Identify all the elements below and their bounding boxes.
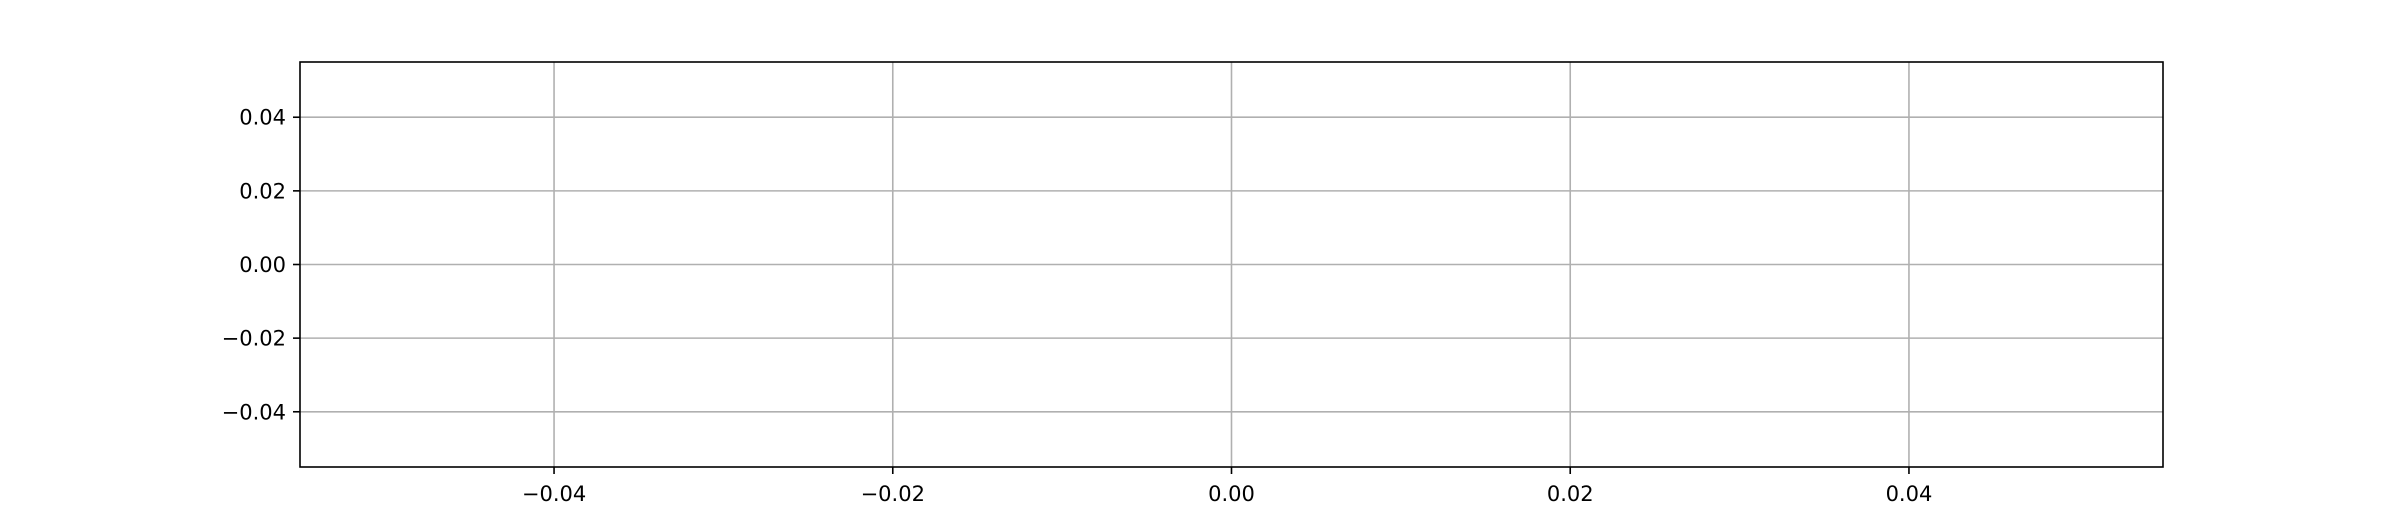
tick-label-layer: −0.04 −0.02 0.00 0.02 0.04 0.04 0.02 0.00 −0.02 −… <box>222 106 1933 506</box>
grid-layer <box>300 62 2163 467</box>
y-tick-label: 0.04 <box>239 106 286 130</box>
x-tick-label: 0.00 <box>1208 482 1255 506</box>
x-tick-label: 0.02 <box>1547 482 1594 506</box>
x-tick-label: 0.04 <box>1886 482 1933 506</box>
y-tick-label: 0.00 <box>239 253 286 277</box>
x-tick-label: −0.02 <box>861 482 925 506</box>
plot-area-frame <box>299 61 2164 468</box>
x-tick-label: −0.04 <box>522 482 586 506</box>
y-tick-label: −0.02 <box>222 327 286 351</box>
tick-layer <box>293 116 1910 474</box>
y-tick-label: 0.02 <box>239 179 286 203</box>
y-tick-label: −0.04 <box>222 400 286 424</box>
